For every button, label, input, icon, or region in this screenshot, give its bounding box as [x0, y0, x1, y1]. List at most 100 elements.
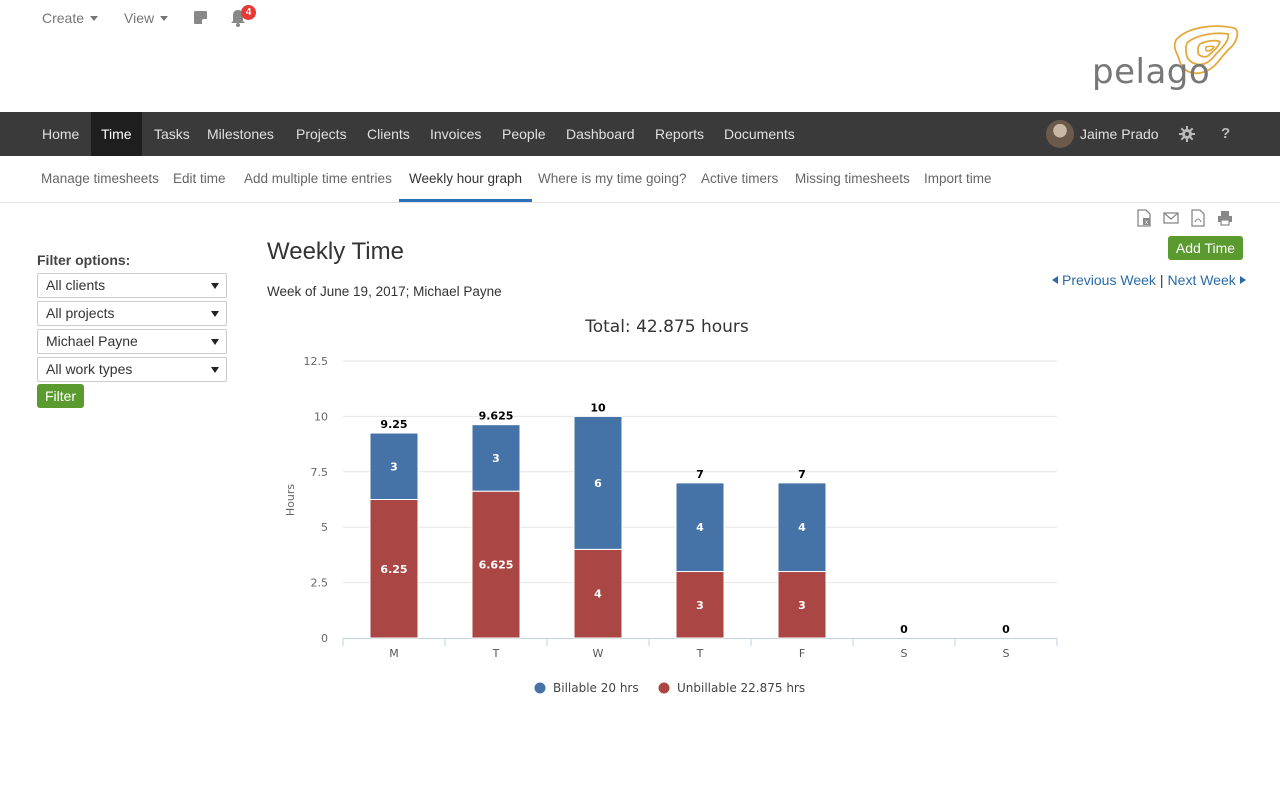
nav-reports[interactable]: Reports [655, 126, 705, 142]
pdf-icon[interactable] [1190, 209, 1206, 227]
view-menu[interactable]: View [124, 10, 169, 26]
avatar [1046, 120, 1074, 148]
legend-marker [658, 682, 670, 694]
person-select-value: Michael Payne [46, 333, 138, 349]
user-name: Jaime Prado [1080, 126, 1159, 142]
billable-data-label: 4 [696, 521, 704, 534]
filter-title: Filter options: [37, 252, 131, 268]
dropdown-arrow-icon [211, 367, 219, 373]
nav-home[interactable]: Home [42, 126, 80, 142]
x-tick-label: S [901, 647, 908, 660]
billable-bar [369, 432, 419, 500]
export-toolbar: x [1136, 209, 1233, 227]
unbillable-bar [777, 571, 827, 639]
nav-invoices[interactable]: Invoices [430, 126, 482, 142]
svg-text:x: x [1145, 220, 1148, 226]
subnav-add-multiple[interactable]: Add multiple time entries [244, 171, 392, 186]
chart-grid [343, 360, 1057, 639]
projects-select[interactable]: All projects [37, 301, 227, 326]
nav-documents[interactable]: Documents [724, 126, 795, 142]
billable-data-label: 3 [390, 460, 398, 473]
previous-week-link[interactable]: Previous Week [1062, 272, 1156, 288]
billable-bar [471, 424, 521, 492]
y-tick-label: 0 [321, 632, 328, 645]
x-tick-label: M [389, 647, 399, 660]
unbillable-data-label: 3 [696, 599, 704, 612]
page-title: Weekly Time [267, 238, 404, 265]
next-week-link[interactable]: Next Week [1167, 272, 1236, 288]
user-menu[interactable]: Jaime Prado [1046, 120, 1159, 148]
x-tick-label: S [1003, 647, 1010, 660]
unbillable-data-label: 6.25 [380, 563, 407, 576]
gear-icon[interactable] [1179, 126, 1195, 142]
projects-select-value: All projects [46, 305, 115, 321]
create-menu[interactable]: Create [42, 10, 99, 26]
nav-clients[interactable]: Clients [367, 126, 410, 142]
dropdown-arrow-icon [211, 311, 219, 317]
week-navigation: Previous Week | Next Week [1052, 272, 1246, 288]
subnav-active-timers[interactable]: Active timers [701, 171, 779, 186]
nav-dashboard[interactable]: Dashboard [566, 126, 635, 142]
nav-tasks[interactable]: Tasks [154, 126, 190, 142]
x-tick-label: T [696, 647, 704, 660]
unbillable-data-label: 6.625 [479, 559, 514, 572]
y-tick-label: 12.5 [304, 355, 329, 368]
subnav-weekly-hour-graph[interactable]: Weekly hour graph [399, 156, 533, 202]
weekly-hours-chart: Total: 42.875 hours 0 2.5 5 7.5 10 12.5 Hours… [284, 317, 1058, 695]
y-tick-label: 10 [314, 410, 328, 423]
total-data-label: 9.625 [479, 410, 514, 423]
y-tick-label: 7.5 [311, 466, 329, 479]
pelago-logo[interactable]: pelago [1088, 22, 1248, 96]
work-types-select[interactable]: All work types [37, 357, 227, 382]
total-data-label: 9.25 [380, 418, 407, 431]
week-nav-separator: | [1159, 272, 1164, 288]
subnav-missing-timesheets[interactable]: Missing timesheets [795, 171, 910, 186]
dropdown-arrow-icon [211, 283, 219, 289]
nav-projects[interactable]: Projects [296, 126, 347, 142]
chevron-down-icon [160, 15, 169, 21]
subnav-where-time-going[interactable]: Where is my time going? [538, 171, 687, 186]
x-tick-label: T [492, 647, 500, 660]
billable-data-label: 6 [594, 477, 602, 490]
subnav-import-time[interactable]: Import time [924, 171, 992, 186]
email-icon[interactable] [1163, 209, 1179, 227]
view-label: View [124, 10, 155, 26]
total-data-label: 10 [590, 401, 606, 414]
nav-people[interactable]: People [502, 126, 546, 142]
person-select[interactable]: Michael Payne [37, 329, 227, 354]
print-icon[interactable] [1217, 209, 1233, 227]
utility-bar: Create View 4 pelago [0, 0, 1280, 112]
notification-badge: 4 [241, 5, 256, 20]
excel-export-icon[interactable]: x [1136, 209, 1152, 227]
subnav-manage-timesheets[interactable]: Manage timesheets [41, 171, 159, 186]
logo-text: pelago [1092, 52, 1211, 92]
total-data-label: 0 [900, 623, 908, 636]
subnav-edit-time[interactable]: Edit time [173, 171, 226, 186]
unbillable-bar [369, 499, 419, 639]
unbillable-bar [471, 490, 521, 639]
billable-data-label: 4 [798, 521, 806, 534]
nav-milestones[interactable]: Milestones [207, 126, 274, 142]
caret-left-icon [1052, 276, 1058, 284]
unbillable-bar [675, 571, 725, 639]
sticky-note-icon[interactable] [194, 11, 207, 24]
clients-select-value: All clients [46, 277, 106, 293]
nav-time[interactable]: Time [91, 112, 142, 156]
billable-bar [675, 482, 725, 573]
contour-logo-icon [1173, 25, 1239, 75]
y-tick-label: 2.5 [311, 577, 329, 590]
filter-button[interactable]: Filter [37, 384, 84, 408]
work-types-select-value: All work types [46, 361, 133, 377]
caret-right-icon [1239, 276, 1246, 284]
y-axis-label: Hours [284, 484, 297, 516]
clients-select[interactable]: All clients [37, 273, 227, 298]
total-data-label: 7 [798, 468, 806, 481]
chevron-down-icon [90, 15, 99, 21]
dropdown-arrow-icon [211, 339, 219, 345]
billable-data-label: 3 [492, 452, 500, 465]
sub-nav: Manage timesheets Edit time Add multiple… [0, 156, 1280, 203]
add-time-button[interactable]: Add Time [1168, 236, 1243, 260]
x-tick-label: W [593, 647, 604, 660]
help-icon[interactable]: ? [1221, 125, 1231, 142]
